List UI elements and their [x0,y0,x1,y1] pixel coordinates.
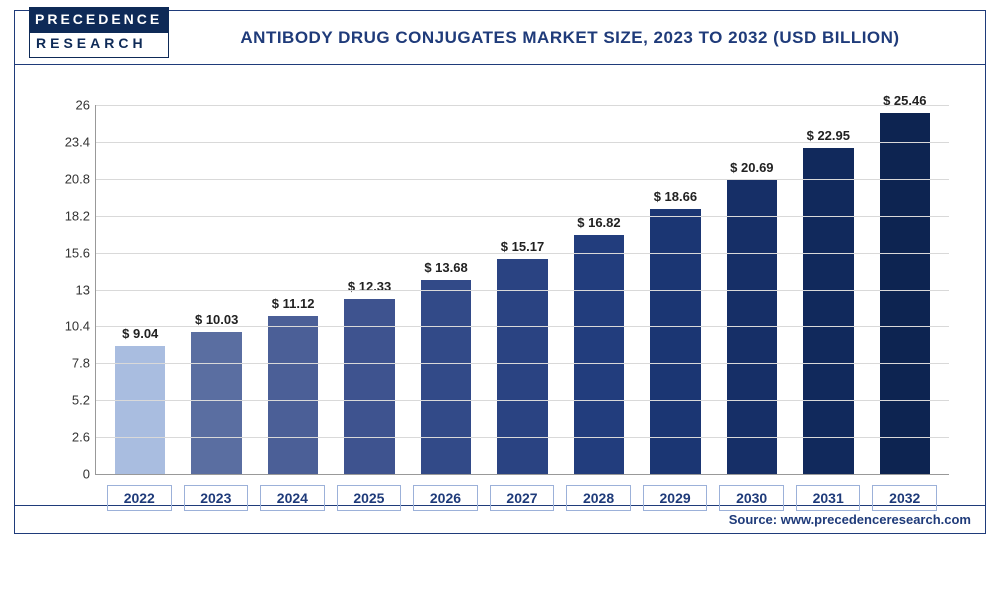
xtick-label: 2032 [872,485,937,511]
bar-value-label: $ 11.12 [272,296,315,311]
grid-line [96,437,949,438]
logo-top: PRECEDENCE [29,7,169,33]
logo-bottom-text: RESEARCH [36,35,147,51]
xtick-label: 2031 [796,485,861,511]
bar-value-label: $ 13.68 [424,260,467,275]
ytick-label: 20.8 [46,171,90,186]
bar: $ 13.68 [421,280,471,474]
header-row: PRECEDENCE RESEARCH ANTIBODY DRUG CONJUG… [15,11,985,65]
grid-line [96,179,949,180]
bar-value-label: $ 16.82 [577,215,620,230]
ytick-label: 2.6 [46,430,90,445]
ytick-label: 15.6 [46,245,90,260]
bar-value-label: $ 15.17 [501,239,544,254]
grid-line [96,216,949,217]
grid-line [96,363,949,364]
ytick-label: 26 [46,98,90,113]
xtick-label: 2030 [719,485,784,511]
ytick-label: 0 [46,467,90,482]
bar-value-label: $ 10.03 [195,312,238,327]
plot-area: $ 9.04 $ 10.03 $ 11.12 $ 12.33 $ 13.68 $ 15.1… [95,105,949,475]
grid-line [96,326,949,327]
bar: $ 22.95 [803,148,853,474]
ytick-label: 10.4 [46,319,90,334]
xtick-label: 2029 [643,485,708,511]
bar-value-label: $ 9.04 [122,326,158,341]
logo-top-text: PRECEDENCE [35,11,162,27]
grid-line [96,142,949,143]
x-axis: 2022 2023 2024 2025 2026 2027 2028 2029 2030 2031… [95,485,949,511]
bar: $ 25.46 [880,113,930,474]
grid-line [96,400,949,401]
bar: $ 10.03 [191,332,241,474]
bar: $ 11.12 [268,316,318,474]
ytick-label: 13 [46,282,90,297]
ytick-label: 7.8 [46,356,90,371]
logo: PRECEDENCE RESEARCH [29,7,169,58]
bar-value-label: $ 12.33 [348,279,391,294]
bar: $ 12.33 [344,299,394,474]
xtick-label: 2026 [413,485,478,511]
xtick-label: 2022 [107,485,172,511]
xtick-label: 2024 [260,485,325,511]
bar: $ 16.82 [574,235,624,474]
xtick-label: 2027 [490,485,555,511]
bar-value-label: $ 20.69 [730,160,773,175]
bar: $ 15.17 [497,259,547,474]
grid-line [96,253,949,254]
ytick-label: 5.2 [46,393,90,408]
xtick-label: 2025 [337,485,402,511]
chart-area: $ 9.04 $ 10.03 $ 11.12 $ 12.33 $ 13.68 $ 15.1… [15,65,985,505]
bar: $ 18.66 [650,209,700,474]
xtick-label: 2028 [566,485,631,511]
chart-title: ANTIBODY DRUG CONJUGATES MARKET SIZE, 20… [155,28,985,48]
ytick-label: 23.4 [46,134,90,149]
xtick-label: 2023 [184,485,249,511]
grid-line [96,290,949,291]
bar: $ 9.04 [115,346,165,474]
chart-container: PRECEDENCE RESEARCH ANTIBODY DRUG CONJUG… [14,10,986,534]
logo-bottom: RESEARCH [29,33,169,58]
grid-line [96,105,949,106]
ytick-label: 18.2 [46,208,90,223]
bar-value-label: $ 18.66 [654,189,697,204]
